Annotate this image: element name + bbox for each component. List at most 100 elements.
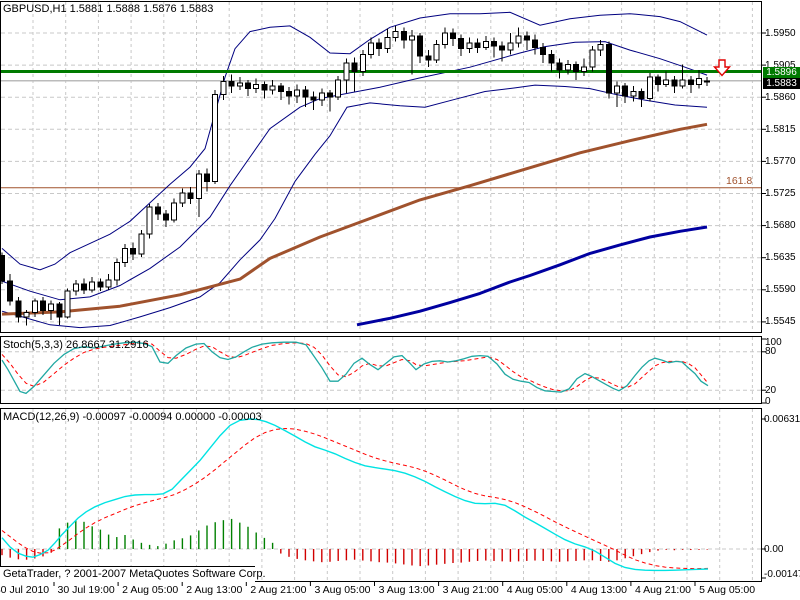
candle-body	[646, 76, 653, 100]
macd-axis-label: 0.00	[764, 543, 784, 555]
candle-body	[614, 85, 620, 94]
sell-arrow-icon[interactable]	[712, 59, 732, 77]
price-axis-label: 1.5725	[765, 187, 796, 199]
candle-body	[433, 43, 440, 61]
candle-body	[220, 81, 227, 95]
stoch-axis-label: 80	[765, 346, 777, 358]
candle-body	[556, 62, 563, 71]
candle-body	[384, 36, 391, 50]
candle-body	[146, 206, 153, 235]
candle-body	[294, 89, 301, 97]
candle-body	[638, 90, 645, 100]
candle-body	[441, 32, 448, 45]
bid-price-badge: 1.5883	[763, 78, 800, 89]
candle-body	[474, 42, 481, 48]
candle-body	[15, 300, 22, 318]
candle-body	[515, 35, 522, 44]
price-axis-label: 1.5635	[765, 252, 796, 264]
candle-body	[417, 35, 424, 57]
candle-body	[269, 85, 276, 91]
candle-body	[466, 42, 473, 50]
candle-body	[302, 89, 309, 98]
candle-body	[499, 45, 506, 51]
candle-body	[261, 83, 268, 91]
candle-body	[425, 55, 432, 61]
price-axis-label: 1.5770	[765, 155, 796, 167]
candle-body	[179, 192, 186, 204]
candle-body	[0, 255, 5, 282]
candle-body	[48, 303, 55, 311]
time-axis-label: 2 Aug 21:00	[250, 584, 307, 596]
time-axis-label: 3 Aug 13:00	[378, 584, 435, 596]
candle-body	[64, 290, 71, 318]
candle-body	[450, 32, 456, 40]
candle-body	[351, 62, 358, 73]
candle-body	[253, 83, 260, 90]
price-axis-label: 1.5545	[765, 316, 796, 328]
candle-body	[622, 85, 629, 97]
candle-body	[671, 79, 678, 87]
candle-body	[605, 43, 612, 94]
candle-body	[212, 93, 219, 182]
candle-body	[589, 49, 596, 68]
candle-body	[286, 90, 292, 97]
macd-axis-label: -0.00147	[764, 569, 800, 580]
candle-body	[7, 280, 14, 302]
time-axis-label: 2 Aug 13:00	[186, 584, 243, 596]
candle-body	[507, 42, 514, 51]
candle-body	[40, 300, 46, 311]
candle-body	[236, 82, 243, 87]
panel-border	[0, 408, 762, 582]
macd-axis-label: 0.00631	[764, 413, 800, 425]
ma-brown-line	[1, 122, 708, 316]
candle-body	[359, 53, 366, 73]
candle-body	[523, 35, 530, 41]
candle-body	[163, 213, 169, 221]
stoch-axis-label: 20	[765, 384, 777, 396]
candle-body	[56, 303, 63, 318]
candle-body	[564, 63, 571, 71]
candle-body	[392, 31, 399, 38]
stoch-axis-label: 0	[765, 396, 771, 407]
time-axis-label: 3 Aug 21:00	[442, 584, 499, 596]
candle-body	[171, 202, 178, 221]
price-axis-label: 1.5680	[765, 220, 796, 232]
candle-body	[630, 90, 637, 97]
candle-body	[327, 92, 333, 98]
bollinger-upper-line	[1, 11, 708, 271]
macd-main-line	[1, 418, 709, 572]
candle-body	[245, 82, 251, 90]
candle-body	[679, 79, 686, 87]
candle-body	[343, 62, 350, 81]
candle-body	[581, 66, 588, 73]
candle-body	[31, 300, 38, 314]
candle-body	[335, 79, 342, 98]
fibo-161-8-label: 161.8	[726, 174, 753, 187]
candle-body	[376, 42, 383, 50]
candle-body	[187, 192, 194, 199]
candle-body	[318, 92, 325, 101]
candle-body	[655, 76, 661, 85]
time-axis-label: 30 Jul 2010	[0, 584, 50, 596]
candle-body	[72, 283, 79, 292]
candle-body	[97, 281, 104, 288]
macd-indicator-header: MACD(12,26,9) -0.00097 -0.00094 0.00000 …	[3, 411, 262, 423]
candle-body	[23, 312, 30, 318]
platform-copyright: GetaTrader, ? 2001-2007 MetaQuotes Softw…	[0, 566, 266, 582]
macd-signal-line	[1, 427, 709, 570]
panel-border	[0, 1, 762, 333]
time-axis-label: 4 Aug 21:00	[634, 584, 692, 596]
hline-price-badge: 1.5896	[763, 67, 800, 78]
price-axis-label: 1.5905	[765, 59, 796, 71]
candle-body	[573, 63, 579, 73]
panel-border	[0, 336, 762, 404]
price-axis-label: 1.5590	[765, 284, 796, 296]
candle-body	[204, 173, 210, 182]
stoch-main-line	[1, 341, 709, 395]
time-axis-label: 4 Aug 05:00	[506, 584, 563, 596]
candle-body	[105, 279, 112, 288]
candle-body	[277, 85, 284, 92]
stoch-axis-label: 100	[765, 337, 782, 348]
